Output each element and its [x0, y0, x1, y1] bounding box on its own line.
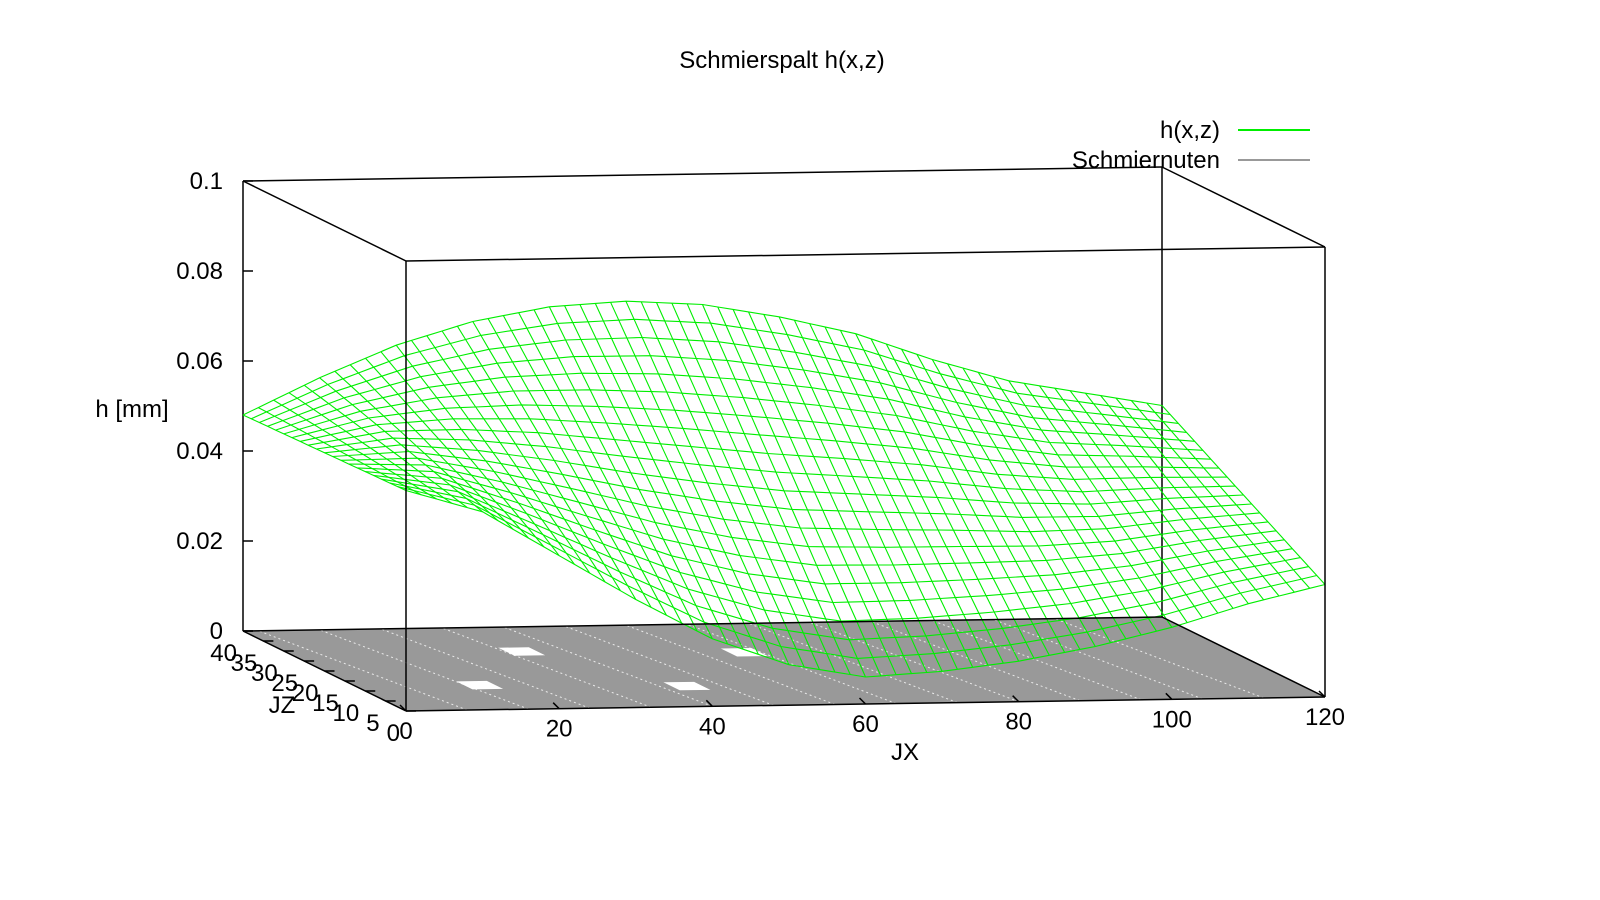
- surface-mesh-line-z: [365, 471, 1285, 585]
- surface-mesh-line-z: [259, 336, 1179, 424]
- x-tick-label: 100: [1152, 706, 1192, 733]
- schmiernuten-groove-line: [687, 623, 897, 705]
- schmiernut-marker: [456, 680, 504, 690]
- surface-mesh-line-z: [250, 318, 1171, 420]
- surface-mesh-line-z: [242, 300, 1163, 416]
- surface-mesh-line-z: [348, 463, 1269, 548]
- y-tick-label: 15: [312, 690, 339, 717]
- schmiernuten-groove-line: [870, 620, 1081, 702]
- schmiernut-marker: [720, 648, 768, 657]
- x-tick-label: 120: [1305, 704, 1345, 731]
- schmiernut-marker: [663, 681, 711, 691]
- schmiernuten-groove-line: [748, 622, 958, 704]
- schmiernut-marker: [498, 647, 546, 656]
- x-tick-label: 40: [699, 713, 726, 740]
- legend: h(x,z) Schmiernuten: [1072, 117, 1310, 174]
- surface-mesh-line-z: [340, 457, 1260, 533]
- schmiernuten-groove-line: [564, 625, 774, 706]
- y-axis-label: JZ: [269, 692, 296, 719]
- y-tick-label: 20: [292, 680, 319, 707]
- y-tick-label: 0: [387, 720, 400, 747]
- surface-mesh-line-z: [405, 489, 1326, 678]
- x-tick-label: 60: [852, 711, 879, 738]
- schmiernuten-groove-line: [380, 628, 590, 709]
- chart-title: Schmierspalt h(x,z): [679, 47, 884, 74]
- schmiernuten-floor: [243, 617, 1325, 711]
- schmiernuten-groove-line: [932, 620, 1142, 701]
- surface-mesh-line-z: [397, 486, 1317, 659]
- plot-box-edge: [405, 246, 1326, 262]
- x-tick-mark: [858, 697, 867, 705]
- legend-label-h: h(x,z): [1160, 117, 1220, 144]
- surface-mesh-line-z: [389, 482, 1309, 641]
- x-tick-mark: [705, 699, 713, 707]
- x-tick-label: 20: [546, 716, 573, 743]
- schmiernuten-groove-line: [503, 626, 713, 707]
- x-tick-mark: [552, 702, 560, 710]
- x-tick-mark: [1318, 690, 1326, 698]
- x-axis-label: JX: [891, 739, 919, 766]
- axis-ticks: 00.020.040.060.080.10 20 40 60 80 100 12005101…: [176, 168, 1345, 747]
- y-tick-label: 35: [231, 650, 258, 677]
- surface-mesh-line-z: [283, 389, 1203, 451]
- schmiernuten-floor-fill: [243, 617, 1325, 711]
- schmiernuten-groove-line: [319, 629, 529, 710]
- surface-mesh-line-z: [308, 428, 1228, 480]
- x-tick-label: 80: [1005, 709, 1032, 736]
- z-tick-label: 0.04: [176, 438, 223, 465]
- plot-box-edge: [242, 180, 407, 262]
- schmiernuten-groove-line: [625, 624, 836, 705]
- x-tick-mark: [1165, 692, 1173, 700]
- surface-mesh-line-z: [299, 418, 1220, 469]
- surface-mesh-line-z: [332, 450, 1252, 518]
- plot-box-edge: [242, 166, 1163, 182]
- plot-box-edge: [242, 616, 1163, 632]
- x-tick-mark: [399, 704, 407, 712]
- z-tick-label: 0.02: [176, 528, 223, 555]
- plot-box-edge: [1161, 166, 1326, 248]
- surface-mesh-line-z: [373, 474, 1293, 604]
- y-tick-label: 30: [251, 660, 278, 687]
- x-tick-mark: [1012, 695, 1020, 703]
- surface-mesh-line-z: [267, 355, 1187, 433]
- surface-h: [242, 300, 1326, 678]
- y-tick-label: 40: [210, 640, 237, 667]
- surface-mesh-line-z: [324, 444, 1244, 505]
- surface-mesh-line-z: [316, 437, 1236, 493]
- surface-mesh-line-z: [381, 478, 1301, 622]
- legend-label-schmiernuten: Schmiernuten: [1072, 147, 1220, 174]
- z-tick-label: 0: [210, 618, 223, 645]
- y-tick-label: 25: [271, 670, 298, 697]
- plot-box-edge: [1161, 616, 1326, 698]
- schmiernuten-groove-line: [258, 630, 468, 711]
- schmiernuten-groove-line: [993, 619, 1203, 700]
- surface-mesh-line-z: [291, 404, 1211, 460]
- y-tick-label: 10: [333, 700, 360, 727]
- z-tick-label: 0.1: [190, 168, 223, 195]
- z-axis-label: h [mm]: [95, 396, 168, 423]
- schmiernuten-groove-line: [809, 621, 1019, 703]
- x-tick-label: 0: [399, 718, 412, 745]
- surface-mesh-line-z: [357, 467, 1277, 566]
- y-tick-label: 5: [366, 710, 379, 737]
- z-tick-label: 0.06: [176, 348, 223, 375]
- schmiernuten-groove-line: [441, 627, 652, 708]
- z-tick-label: 0.08: [176, 258, 223, 285]
- surface-mesh-line-z: [275, 372, 1195, 442]
- plot-box-back: [242, 166, 1326, 631]
